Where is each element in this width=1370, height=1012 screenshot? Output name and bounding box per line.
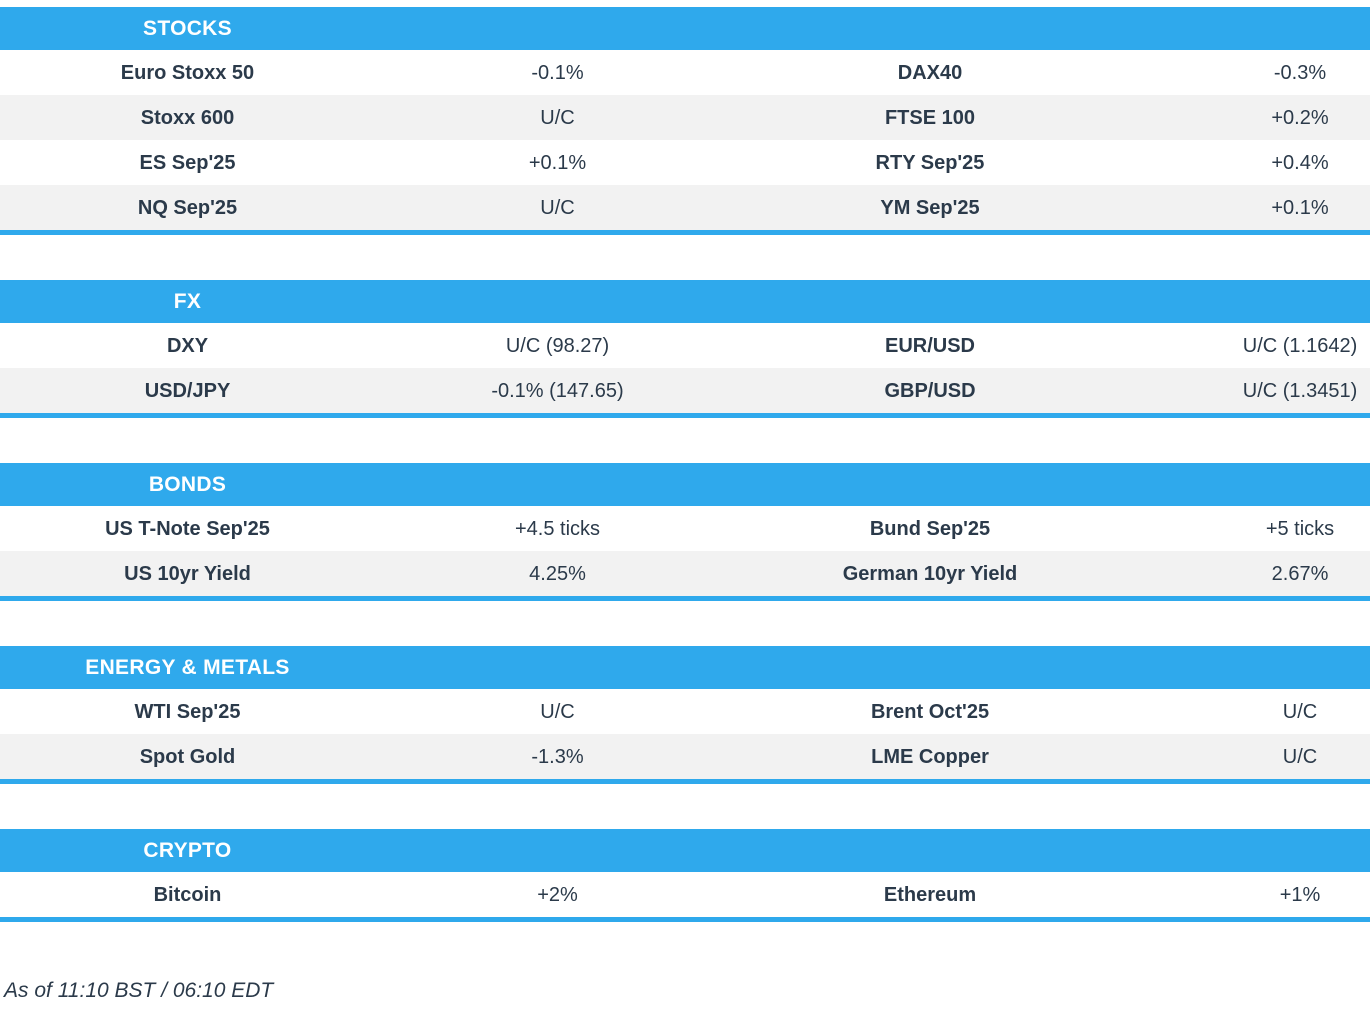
instrument-name: DXY — [166, 334, 209, 357]
instrument-change: U/C — [540, 106, 575, 129]
instrument-change: +1% — [1279, 883, 1321, 906]
section-bonds: BONDS US T-Note Sep'25 +4.5 ticks Bund S… — [0, 463, 1370, 601]
instrument-change: +4.5 ticks — [514, 517, 601, 540]
instrument-name: RTY Sep'25 — [875, 151, 985, 174]
section-title: STOCKS — [143, 16, 232, 40]
instrument-name: NQ Sep'25 — [137, 196, 238, 219]
instrument-name: Ethereum — [883, 883, 977, 906]
table-row: US 10yr Yield 4.25% German 10yr Yield 2.… — [0, 551, 1370, 596]
section-fx: FX DXY U/C (98.27) EUR/USD U/C (1.1642) … — [0, 280, 1370, 418]
instrument-change: -0.1% — [531, 61, 584, 84]
section-stocks: STOCKS Euro Stoxx 50 -0.1% DAX40 -0.3% S… — [0, 7, 1370, 235]
table-row: Spot Gold -1.3% LME Copper U/C — [0, 734, 1370, 779]
section-header-energy-metals: ENERGY & METALS — [0, 646, 1370, 689]
instrument-name: Spot Gold — [139, 745, 236, 768]
instrument-change: 2.67% — [1271, 562, 1329, 585]
table-row: WTI Sep'25 U/C Brent Oct'25 U/C — [0, 689, 1370, 734]
instrument-name: USD/JPY — [144, 379, 231, 402]
instrument-change: -0.3% — [1273, 61, 1327, 84]
table-row: US T-Note Sep'25 +4.5 ticks Bund Sep'25 … — [0, 506, 1370, 551]
instrument-name: EUR/USD — [884, 334, 975, 357]
instrument-name: US 10yr Yield — [124, 562, 251, 585]
instrument-change: +0.4% — [1271, 151, 1329, 174]
section-header-crypto: CRYPTO — [0, 829, 1370, 872]
instrument-change: U/C — [1282, 700, 1318, 723]
instrument-name: YM Sep'25 — [880, 196, 980, 219]
instrument-name: Bitcoin — [153, 883, 222, 906]
instrument-name: US T-Note Sep'25 — [105, 517, 270, 540]
instrument-name: Euro Stoxx 50 — [120, 61, 255, 84]
section-title: CRYPTO — [143, 838, 232, 862]
as-of-timestamp: As of 11:10 BST / 06:10 EDT — [4, 979, 274, 1002]
section-header-fx: FX — [0, 280, 1370, 323]
table-row: Euro Stoxx 50 -0.1% DAX40 -0.3% — [0, 50, 1370, 95]
instrument-change: U/C (1.1642) — [1242, 334, 1358, 357]
section-header-stocks: STOCKS — [0, 7, 1370, 50]
instrument-name: Bund Sep'25 — [869, 517, 991, 540]
section-title: ENERGY & METALS — [85, 655, 290, 679]
table-row: Stoxx 600 U/C FTSE 100 +0.2% — [0, 95, 1370, 140]
instrument-name: Stoxx 600 — [140, 106, 235, 129]
instrument-change: U/C — [540, 196, 575, 219]
instrument-name: GBP/USD — [884, 379, 976, 402]
table-row: Bitcoin +2% Ethereum +1% — [0, 872, 1370, 917]
table-row: NQ Sep'25 U/C YM Sep'25 +0.1% — [0, 185, 1370, 230]
instrument-change: +2% — [537, 883, 578, 906]
section-energy-metals: ENERGY & METALS WTI Sep'25 U/C Brent Oct… — [0, 646, 1370, 784]
table-row: ES Sep'25 +0.1% RTY Sep'25 +0.4% — [0, 140, 1370, 185]
instrument-change: U/C (98.27) — [505, 334, 610, 357]
instrument-change: -1.3% — [531, 745, 584, 768]
instrument-name: FTSE 100 — [884, 106, 976, 129]
table-row: USD/JPY -0.1% (147.65) GBP/USD U/C (1.34… — [0, 368, 1370, 413]
instrument-change: +5 ticks — [1265, 517, 1335, 540]
instrument-name: German 10yr Yield — [842, 562, 1018, 585]
instrument-change: 4.25% — [529, 562, 586, 585]
instrument-change: +0.1% — [1271, 196, 1329, 219]
instrument-name: DAX40 — [897, 61, 963, 84]
section-header-bonds: BONDS — [0, 463, 1370, 506]
table-row: DXY U/C (98.27) EUR/USD U/C (1.1642) — [0, 323, 1370, 368]
instrument-change: -0.1% (147.65) — [491, 379, 624, 402]
instrument-name: Brent Oct'25 — [870, 700, 990, 723]
instrument-change: +0.2% — [1271, 106, 1329, 129]
instrument-name: ES Sep'25 — [139, 151, 236, 174]
section-crypto: CRYPTO Bitcoin +2% Ethereum +1% — [0, 829, 1370, 922]
instrument-change: U/C (1.3451) — [1242, 379, 1358, 402]
instrument-name: WTI Sep'25 — [134, 700, 241, 723]
section-title: BONDS — [148, 472, 227, 496]
section-title: FX — [173, 289, 202, 313]
instrument-change: U/C — [540, 700, 575, 723]
instrument-change: U/C — [1282, 745, 1318, 768]
instrument-name: LME Copper — [871, 745, 989, 768]
instrument-change: +0.1% — [528, 151, 587, 174]
